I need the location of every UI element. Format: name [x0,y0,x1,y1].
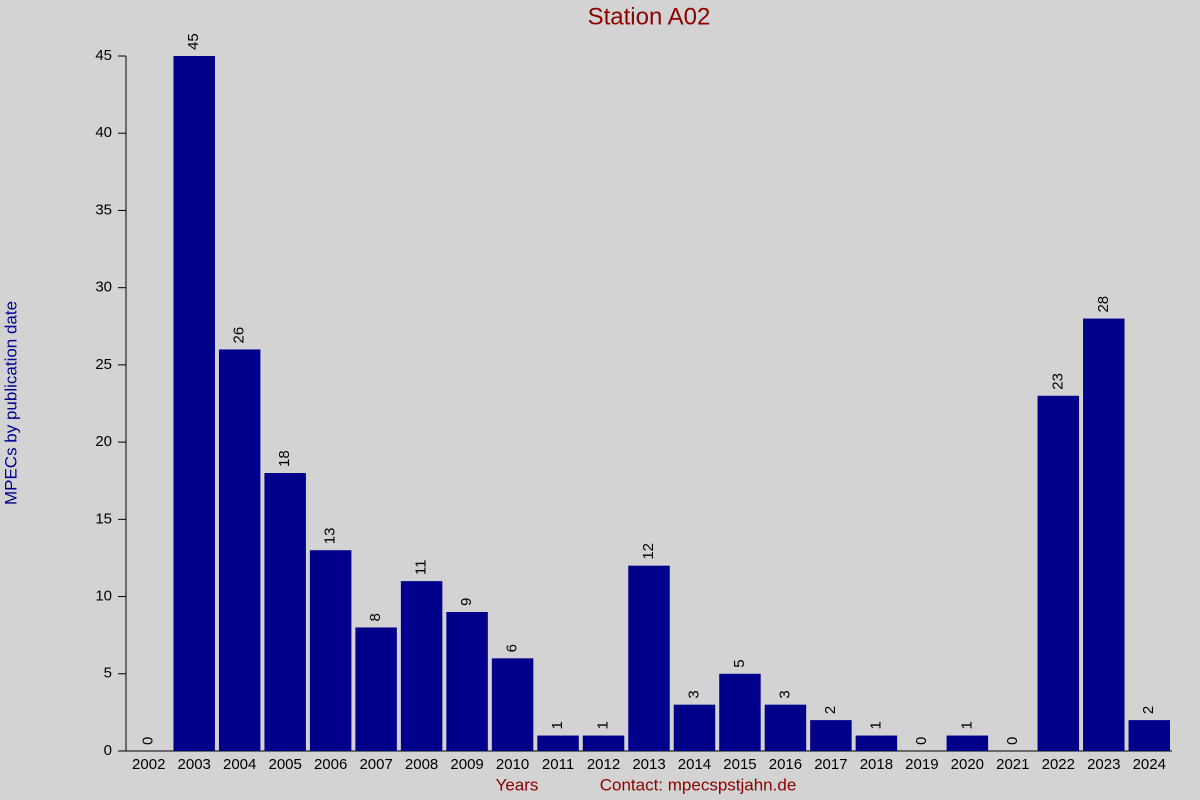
y-tick-label: 0 [104,742,112,759]
value-label: 1 [549,721,566,729]
contact: Contact: mpecspstjahn.de [600,775,797,794]
bar [264,473,306,751]
value-label: 9 [458,598,475,606]
bar [537,735,579,751]
y-axis-label: MPECs by publication date [1,301,20,505]
value-label: 28 [1095,296,1112,313]
bar [628,565,670,751]
x-tick-label: 2011 [542,756,574,773]
bar [764,704,807,751]
x-tick-label: 2004 [223,756,256,773]
value-label: 1 [594,721,611,729]
y-tick-label: 10 [95,588,112,605]
y-tick-label: 15 [95,510,112,527]
y-tick-label: 20 [95,433,112,450]
value-label: 5 [731,659,748,667]
y-tick-label: 25 [95,356,112,373]
x-tick-label: 2008 [405,756,438,773]
x-tick-label: 2010 [496,756,529,773]
x-tick-label: 2009 [450,756,483,773]
value-label: 13 [322,528,339,545]
value-label: 2 [822,706,839,714]
y-tick-label: 30 [95,279,112,296]
value-label: 2 [1140,706,1157,714]
bar [400,581,443,751]
value-label: 0 [140,737,157,745]
x-tick-label: 2003 [178,756,211,773]
bar [946,735,989,751]
x-tick-label: 2018 [860,756,893,773]
value-label: 26 [231,327,248,344]
value-label: 11 [413,560,430,576]
value-label: 45 [185,33,202,50]
bar [173,56,215,751]
value-label: 18 [276,450,293,467]
value-label: 12 [640,543,657,560]
value-label: 1 [958,721,975,729]
x-tick-label: 2005 [268,756,301,773]
x-tick-label: 2006 [314,756,347,773]
chart-title: Station A02 [588,3,711,30]
value-label: 3 [776,690,793,698]
bar [1037,395,1080,751]
bar [1128,720,1170,751]
x-tick-label: 2021 [996,756,1029,773]
value-label: 0 [913,737,930,745]
x-tick-label: 2022 [1042,756,1075,773]
value-label: 23 [1049,373,1066,390]
value-label: 8 [367,613,384,621]
value-label: 0 [1004,737,1021,745]
bar [491,658,534,751]
value-label: 3 [685,690,702,698]
x-tick-label: 2019 [905,756,938,773]
bar [355,627,397,751]
x-tick-label: 2007 [359,756,392,773]
bar [218,349,261,751]
x-tick-label: 2023 [1087,756,1120,773]
x-tick-label: 2016 [769,756,802,773]
x-tick-label: 2020 [951,756,984,773]
value-label: 6 [504,644,521,652]
x-tick-label: 2015 [723,756,756,773]
y-tick-label: 45 [95,47,112,64]
x-tick-label: 2017 [814,756,847,773]
bar [810,720,852,751]
x-axis-label: Years [496,775,539,794]
y-tick-label: 5 [104,665,112,682]
bar [855,735,898,751]
bar [673,704,716,751]
y-tick-label: 35 [95,201,112,218]
x-tick-label: 2002 [132,756,165,773]
x-tick-label: 2012 [587,756,620,773]
x-tick-label: 2024 [1133,756,1166,773]
x-tick-label: 2013 [632,756,665,773]
x-tick-label: 2014 [678,756,711,773]
bar [719,673,761,751]
bar [1083,318,1125,751]
y-tick-label: 40 [95,124,112,141]
bar [582,735,625,751]
bar [446,612,488,751]
value-label: 1 [867,721,884,729]
bar [309,550,352,751]
